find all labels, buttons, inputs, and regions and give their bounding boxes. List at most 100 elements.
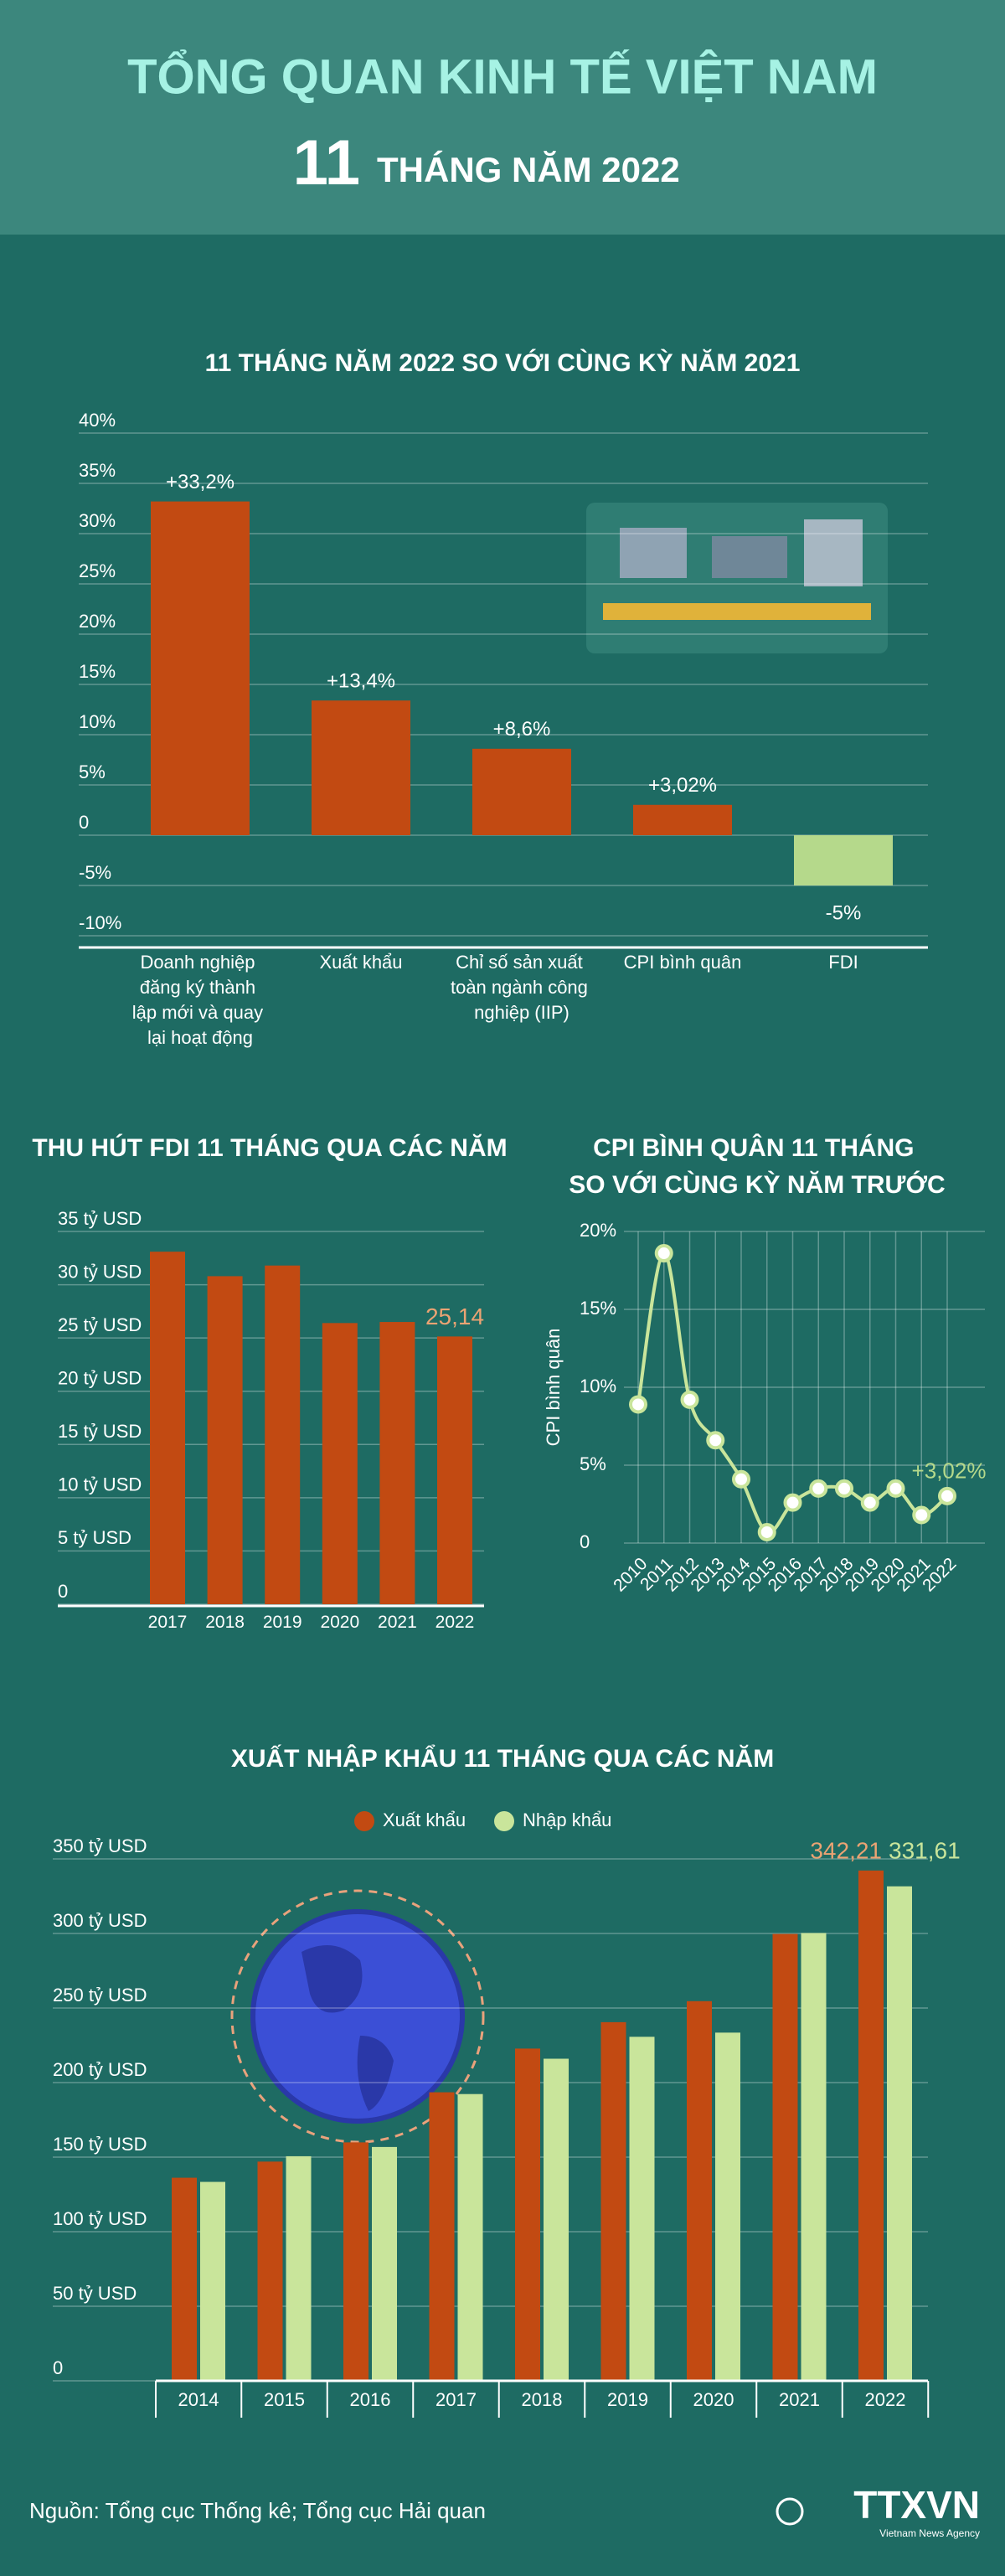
x-tick-label: 2017: [436, 2389, 477, 2410]
y-tick-label: 150 tỷ USD: [53, 2134, 147, 2155]
bar: [429, 2092, 455, 2381]
bar: [457, 2093, 483, 2381]
bar: [343, 2142, 368, 2381]
y-tick-label: 35 tỷ USD: [58, 1208, 142, 1229]
x-tick-label: 2018: [205, 1613, 245, 1632]
y-tick-label: 100 tỷ USD: [53, 2208, 147, 2229]
bar: [887, 1886, 912, 2381]
x-tick-label: 2014: [178, 2389, 219, 2410]
y-tick-label: 0: [53, 2357, 63, 2378]
point: [654, 1244, 673, 1263]
y-tick-label: 250 tỷ USD: [53, 1985, 147, 2006]
x-tick-label: 2019: [263, 1613, 302, 1632]
header-number: 11: [293, 127, 360, 199]
value-label: +33,2%: [166, 471, 234, 493]
y-tick-label: 0: [580, 1531, 590, 1552]
y-tick-label: 25%: [79, 560, 116, 581]
x-tick-label: 2015: [264, 2389, 305, 2410]
point: [912, 1505, 931, 1525]
legend-swatch: [354, 1811, 374, 1831]
point: [886, 1479, 905, 1498]
x-tick-label: 2017: [148, 1613, 188, 1632]
y-tick-label: 10 tỷ USD: [58, 1474, 142, 1495]
bar: [257, 2161, 283, 2381]
y-tick-label: 15%: [79, 661, 116, 682]
bar: [629, 2037, 655, 2381]
point: [706, 1431, 725, 1450]
bar: [472, 748, 571, 835]
logo-name: TTXVN: [853, 2483, 980, 2527]
logo-ring: [776, 2497, 804, 2526]
bar: [150, 1252, 185, 1604]
y-tick-label: 35%: [79, 460, 116, 481]
y-tick-label: 10%: [79, 711, 116, 732]
point: [938, 1486, 956, 1505]
y-tick-label: -10%: [79, 912, 121, 933]
legend-swatch: [494, 1811, 514, 1831]
x-tick-label: 2021: [779, 2389, 820, 2410]
bar: [172, 2177, 197, 2381]
x-tick-label: 2020: [320, 1613, 359, 1632]
y-tick-label: 20%: [79, 611, 116, 632]
bar: [600, 2021, 626, 2381]
chart-title: CPI BÌNH QUÂN 11 THÁNG SO VỚI CÙNG KỲ NĂ…: [569, 1133, 945, 1199]
bar: [515, 2048, 540, 2381]
bar: [286, 2155, 312, 2381]
legend-label: Nhập khẩu: [523, 1809, 611, 1830]
x-tick-label: 2018: [522, 2389, 563, 2410]
point: [809, 1479, 828, 1498]
value-label: +3,02%: [912, 1458, 987, 1484]
chart-title: THU HÚT FDI 11 THÁNG QUA CÁC NĂM: [32, 1133, 507, 1162]
x-tick-label: 2022: [436, 1613, 475, 1632]
y-tick-label: 200 tỷ USD: [53, 2059, 147, 2080]
y-tick-label: 30%: [79, 510, 116, 531]
x-tick-label: 2016: [350, 2389, 391, 2410]
point: [835, 1479, 853, 1498]
y-tick-label: 300 tỷ USD: [53, 1910, 147, 1931]
x-tick-label: Xuất khẩu: [319, 952, 402, 973]
x-tick-label: FDI: [828, 952, 858, 973]
point: [629, 1395, 647, 1414]
bar: [437, 1336, 472, 1604]
y-tick-label: 40%: [79, 410, 116, 431]
bar: [322, 1323, 358, 1604]
bar: [801, 1933, 827, 2381]
bar: [858, 1870, 884, 2381]
chart-title: 11 THÁNG NĂM 2022 SO VỚI CÙNG KỲ NĂM 202…: [205, 348, 801, 377]
y-tick-label: 5 tỷ USD: [58, 1527, 131, 1548]
x-tick-label: Doanh nghiệp đăng ký thành lập mới và qu…: [132, 952, 268, 1048]
bar: [544, 2058, 569, 2381]
bar: [372, 2146, 397, 2381]
bar: [379, 1322, 415, 1604]
bar: [633, 804, 732, 835]
value-label: -5%: [826, 901, 862, 924]
point: [757, 1522, 776, 1541]
chart-title: XUẤT NHẬP KHẨU 11 THÁNG QUA CÁC NĂM: [231, 1744, 774, 1773]
y-tick-label: 15 tỷ USD: [58, 1421, 142, 1442]
point: [732, 1469, 750, 1489]
y-tick-label: 0: [58, 1581, 68, 1602]
bar: [312, 700, 410, 835]
x-tick-label: 2021: [378, 1613, 417, 1632]
value-label: 25,14: [425, 1303, 484, 1329]
y-tick-label: 50 tỷ USD: [53, 2283, 137, 2304]
value-label: 331,61: [889, 1837, 961, 1863]
bar: [772, 1933, 798, 2381]
y-tick-label: 5%: [580, 1453, 606, 1474]
y-tick-label: 20 tỷ USD: [58, 1368, 142, 1389]
y-tick-label: 350 tỷ USD: [53, 1835, 147, 1856]
main-title: TỔNG QUAN KINH TẾ VIỆT NAM: [127, 49, 878, 104]
y-tick-label: 10%: [580, 1376, 616, 1396]
globe-illustration: [230, 1889, 485, 2144]
y-tick-label: 0: [79, 812, 89, 833]
header-band: [0, 0, 1005, 235]
y-tick-label: 25 tỷ USD: [58, 1314, 142, 1335]
bar: [794, 835, 893, 885]
value-label: +13,4%: [327, 670, 395, 693]
value-label: 342,21: [810, 1837, 882, 1863]
point: [860, 1493, 879, 1512]
source: Nguồn: Tổng cục Thống kê; Tổng cục Hải q…: [29, 2498, 486, 2523]
bar: [200, 2181, 225, 2381]
